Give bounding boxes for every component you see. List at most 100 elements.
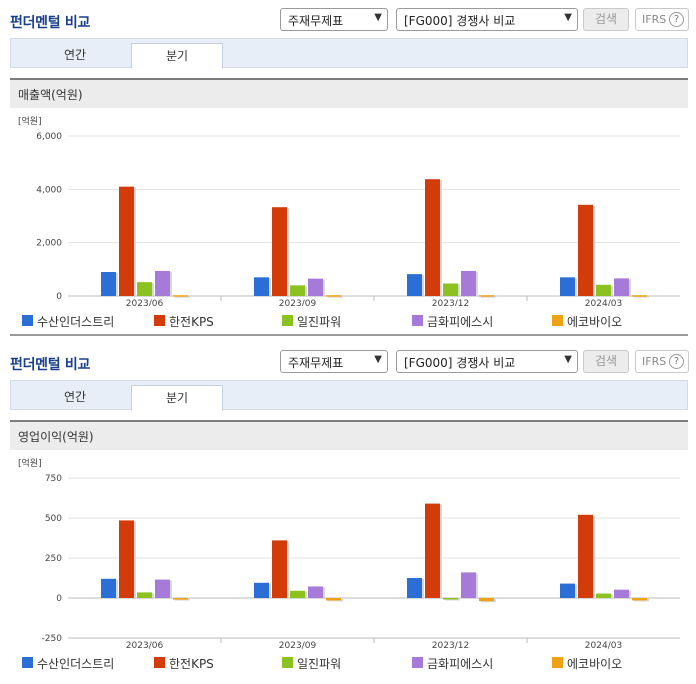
bar-에코바이오[interactable] xyxy=(632,598,647,601)
bar-금화피에스시[interactable] xyxy=(155,270,170,296)
statement-type-select[interactable]: 주재무제표 ▼ xyxy=(280,350,388,373)
bar-한전KPS[interactable] xyxy=(578,514,593,598)
tab-quarterly[interactable]: 분기 xyxy=(131,43,223,69)
y-unit-label: [억원] xyxy=(18,115,42,127)
bar-한전KPS[interactable] xyxy=(119,520,134,598)
bar-금화피에스시[interactable] xyxy=(461,572,476,598)
legend-swatch xyxy=(282,315,293,326)
y-tick-label: 2,000 xyxy=(36,239,62,249)
statement-type-value: 주재무제표 xyxy=(288,356,344,370)
bar-한전KPS[interactable] xyxy=(425,503,440,598)
bar-금화피에스시[interactable] xyxy=(155,579,170,598)
legend-swatch xyxy=(552,657,563,668)
legend-swatch xyxy=(552,315,563,326)
bar-일진파워[interactable] xyxy=(137,282,152,296)
tab-annual[interactable]: 연간 xyxy=(63,48,87,62)
section-title: 펀더멘털 비교 xyxy=(10,15,91,31)
peer-group-select[interactable]: [FG000] 경쟁사 비교 ▼ xyxy=(396,8,578,31)
operating-profit-bar-chart: [억원] -250 0 250 500 750 2023/06 2023/09 2023/12 2… xyxy=(10,454,690,650)
x-tick-label: 2023/09 xyxy=(279,641,317,650)
peer-group-value: [FG000] 경쟁사 비교 xyxy=(404,14,516,28)
bar-수산인더스트리[interactable] xyxy=(560,583,575,598)
bar-금화피에스시[interactable] xyxy=(461,270,476,296)
legend-label: 수산인더스트리 xyxy=(37,657,115,671)
bar-shadow xyxy=(175,599,190,601)
legend-swatch xyxy=(22,657,33,668)
legend-swatch xyxy=(412,315,423,326)
bar-한전KPS[interactable] xyxy=(272,540,287,598)
ifrs-toggle[interactable]: IFRS ? xyxy=(635,8,689,31)
bar-수산인더스트리[interactable] xyxy=(407,578,422,598)
y-tick-label: -250 xyxy=(42,634,63,644)
sales-chart-svg: [억원] 0 2,000 4,000 6,000 2023/06 2023/09 2023/1… xyxy=(18,115,680,306)
y-unit-label: [억원] xyxy=(18,457,42,469)
peer-group-select[interactable]: [FG000] 경쟁사 비교 ▼ xyxy=(396,350,578,373)
x-tick-label: 2024/03 xyxy=(585,641,622,650)
y-tick-label: 500 xyxy=(45,514,62,524)
bar-한전KPS[interactable] xyxy=(425,179,440,296)
bar-일진파워[interactable] xyxy=(137,592,152,598)
operating-profit-chart-svg: [억원] -250 0 250 500 750 2023/06 2023/09 2023/12 2… xyxy=(18,457,680,650)
section-title: 펀더멘털 비교 xyxy=(10,357,91,373)
chevron-down-icon: ▼ xyxy=(374,354,382,365)
bar-에코바이오[interactable] xyxy=(326,295,341,297)
chart-legend: 수산인더스트리 한전KPS 일진파워 금화피에스시 에코바이오 xyxy=(22,655,692,671)
bar-한전KPS[interactable] xyxy=(578,204,593,296)
bar-수산인더스트리[interactable] xyxy=(101,272,116,296)
x-tick-label: 2023/12 xyxy=(432,641,469,650)
section-header: 펀더멘털 비교 주재무제표 ▼ [FG000] 경쟁사 비교 ▼ 검색 IFRS… xyxy=(0,342,696,380)
search-button[interactable]: 검색 xyxy=(583,8,629,31)
y-tick-label: 0 xyxy=(56,292,62,302)
search-button[interactable]: 검색 xyxy=(583,350,629,373)
ifrs-toggle[interactable]: IFRS ? xyxy=(635,350,689,373)
help-icon[interactable]: ? xyxy=(669,354,684,369)
x-tick-label: 2023/06 xyxy=(126,641,164,650)
bar-shadow xyxy=(481,296,496,298)
divider xyxy=(10,334,688,336)
chevron-down-icon: ▼ xyxy=(564,354,572,365)
section-header: 펀더멘털 비교 주재무제표 ▼ [FG000] 경쟁사 비교 ▼ 검색 IFRS… xyxy=(0,0,696,38)
bar-에코바이오[interactable] xyxy=(326,598,341,601)
statement-type-select[interactable]: 주재무제표 ▼ xyxy=(280,8,388,31)
bar-수산인더스트리[interactable] xyxy=(101,578,116,598)
y-tick-label: 4,000 xyxy=(36,185,62,195)
bar-일진파워[interactable] xyxy=(290,285,305,296)
bar-shadow xyxy=(634,296,649,298)
bar-에코바이오[interactable] xyxy=(173,295,188,297)
legend-label: 일진파워 xyxy=(297,315,342,329)
bar-일진파워[interactable] xyxy=(443,283,458,296)
bar-한전KPS[interactable] xyxy=(119,186,134,296)
bar-에코바이오[interactable] xyxy=(479,295,494,297)
bar-일진파워[interactable] xyxy=(596,593,611,598)
legend-swatch xyxy=(22,315,33,326)
x-tick-label: 2023/12 xyxy=(432,299,469,306)
bar-수산인더스트리[interactable] xyxy=(254,582,269,598)
bar-에코바이오[interactable] xyxy=(479,598,494,602)
bar-수산인더스트리[interactable] xyxy=(254,277,269,296)
bar-shadow xyxy=(175,296,190,298)
bar-한전KPS[interactable] xyxy=(272,207,287,296)
bar-금화피에스시[interactable] xyxy=(614,589,629,598)
sales-bar-chart: [억원] 0 2,000 4,000 6,000 2023/06 2023/09 2023/1… xyxy=(10,112,690,306)
bar-에코바이오[interactable] xyxy=(173,598,188,600)
legend-label: 일진파워 xyxy=(297,657,342,671)
help-icon[interactable]: ? xyxy=(669,12,684,27)
bar-일진파워[interactable] xyxy=(596,284,611,296)
peer-group-value: [FG000] 경쟁사 비교 xyxy=(404,356,516,370)
legend-swatch xyxy=(282,657,293,668)
bar-에코바이오[interactable] xyxy=(632,295,647,297)
legend-label: 수산인더스트리 xyxy=(37,315,115,329)
bar-수산인더스트리[interactable] xyxy=(407,274,422,296)
bar-수산인더스트리[interactable] xyxy=(560,277,575,296)
bar-금화피에스시[interactable] xyxy=(308,278,323,296)
ifrs-label: IFRS xyxy=(642,355,667,368)
tab-quarterly[interactable]: 분기 xyxy=(131,385,223,411)
bar-일진파워[interactable] xyxy=(290,590,305,598)
metric-label: 영업이익(억원) xyxy=(10,420,688,450)
bar-일진파워[interactable] xyxy=(443,598,458,600)
x-tick-label: 2023/06 xyxy=(126,299,164,306)
chevron-down-icon: ▼ xyxy=(374,12,382,23)
tab-annual[interactable]: 연간 xyxy=(63,390,87,404)
bar-금화피에스시[interactable] xyxy=(614,278,629,296)
bar-금화피에스시[interactable] xyxy=(308,586,323,598)
